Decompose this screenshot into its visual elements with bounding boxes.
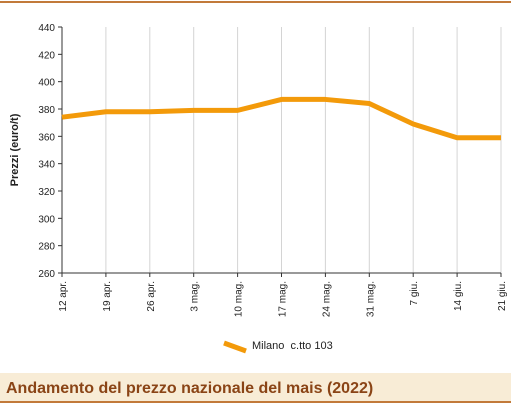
y-tick-label: 440 <box>38 23 55 34</box>
chart-title: Andamento del prezzo nazionale del mais … <box>6 380 373 397</box>
x-tick-label: 26 apr. <box>146 281 157 312</box>
x-tick-label: 12 apr. <box>58 281 69 312</box>
legend-label: Milano c.tto 103 <box>252 340 333 352</box>
x-tick-label: 10 mag. <box>234 281 245 317</box>
y-tick-label: 300 <box>38 214 55 225</box>
y-tick-label: 360 <box>38 132 55 143</box>
series-line <box>61 96 501 141</box>
y-tick-label: 260 <box>38 269 55 280</box>
x-tick-label: 17 mag. <box>278 281 289 317</box>
y-axis-label: Prezzi (euro/t) <box>9 113 21 186</box>
y-tick-label: 320 <box>38 187 55 198</box>
y-tick-label: 280 <box>38 242 55 253</box>
title-band <box>0 373 511 402</box>
x-tick-label: 31 mag. <box>365 281 376 317</box>
y-tick-label: 420 <box>38 50 55 61</box>
x-tick-label: 19 apr. <box>102 281 113 312</box>
y-tick-label: 400 <box>38 78 55 89</box>
y-tick-label: 380 <box>38 105 55 116</box>
legend-swatch <box>223 340 247 354</box>
y-tick-label: 340 <box>38 160 55 171</box>
x-tick-label: 14 giu. <box>453 281 464 311</box>
x-tick-label: 3 mag. <box>190 281 201 312</box>
x-tick-label: 7 giu. <box>409 281 420 305</box>
x-tick-label: 21 giu. <box>497 281 508 311</box>
x-tick-label: 24 mag. <box>321 281 332 317</box>
